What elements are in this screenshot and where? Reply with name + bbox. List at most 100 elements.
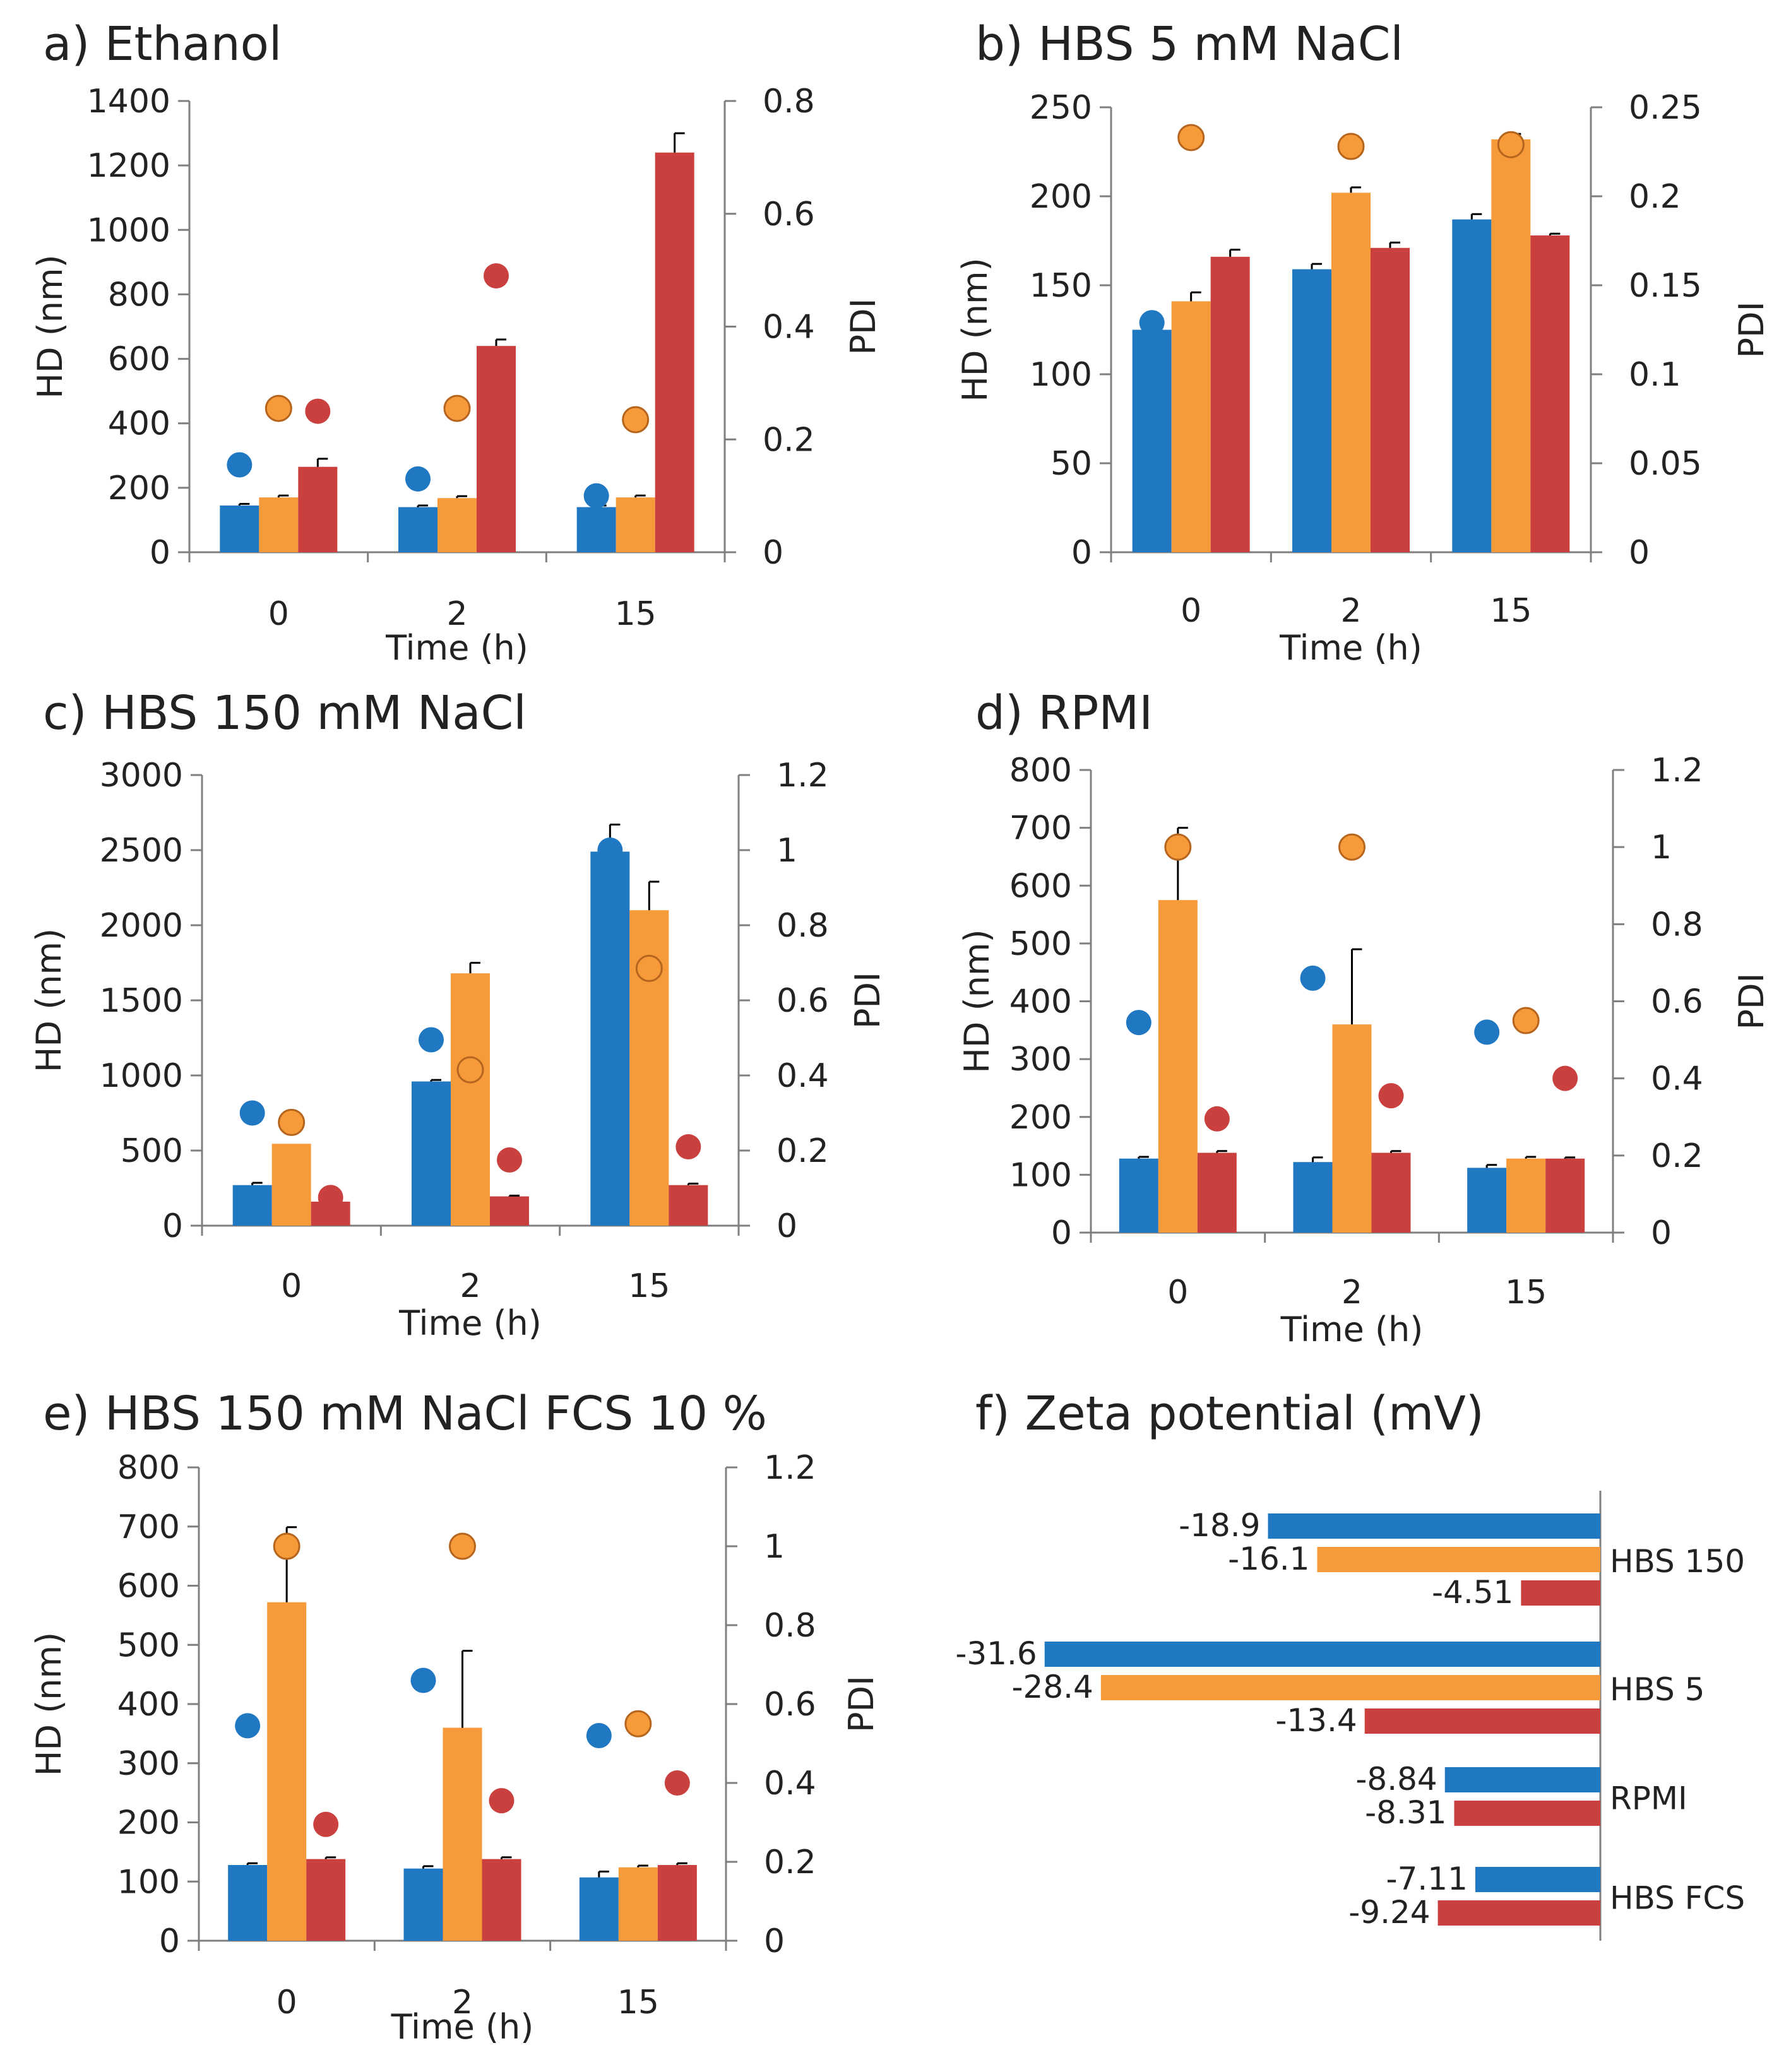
y2-axis-label: PDI xyxy=(843,298,883,355)
zeta-value-label: -18.9 xyxy=(1179,1507,1260,1544)
pdi-marker-blue-15 xyxy=(583,483,609,509)
y2-tick-label: 1 xyxy=(1651,829,1672,867)
pdi-marker-orange-0 xyxy=(278,1108,306,1136)
bar-red-15 xyxy=(655,152,694,552)
x-tick-label: 0 xyxy=(1181,592,1201,630)
y-tick-label: 1000 xyxy=(87,211,170,249)
y-tick-label: 250 xyxy=(1030,89,1092,127)
bar-blue-0 xyxy=(220,505,259,552)
y-tick-label: 0 xyxy=(1051,1214,1072,1252)
y2-tick-label: 0.6 xyxy=(1651,983,1703,1021)
y2-tick-label: 0 xyxy=(763,534,783,572)
pdi-marker-red-0 xyxy=(318,1185,343,1211)
pdi-marker-red-0 xyxy=(1204,1106,1230,1132)
zeta-value-label: -31.6 xyxy=(955,1635,1037,1672)
bar-blue-0 xyxy=(1132,329,1172,552)
y-tick-label: 600 xyxy=(117,1568,180,1606)
zeta-bar-hbs-5-orange xyxy=(1100,1675,1600,1700)
y-tick-label: 400 xyxy=(108,405,170,443)
x-tick-label: 2 xyxy=(446,595,467,633)
bar-orange-0 xyxy=(1158,900,1198,1233)
y-tick-label: 500 xyxy=(121,1132,183,1170)
pdi-marker-blue-2 xyxy=(419,1027,444,1053)
bar-red-0 xyxy=(1197,1152,1237,1233)
bar-orange-15 xyxy=(616,497,655,552)
pdi-marker-red-15 xyxy=(664,1770,690,1796)
y2-tick-label: 0 xyxy=(1629,534,1650,572)
x-tick-label: 2 xyxy=(1342,1274,1362,1311)
zeta-value-label: -8.31 xyxy=(1365,1794,1446,1831)
y-tick-label: 0 xyxy=(150,534,170,572)
bar-orange-0 xyxy=(271,1144,311,1226)
bar-blue-2 xyxy=(412,1081,451,1226)
x-axis-label: Time (h) xyxy=(385,628,528,668)
y2-tick-label: 1.2 xyxy=(1651,752,1703,790)
bar-red-2 xyxy=(490,1196,529,1226)
zeta-group-label: HBS 5 xyxy=(1610,1671,1705,1708)
zeta-bar-rpmi-blue xyxy=(1444,1767,1600,1792)
bar-red-2 xyxy=(1371,1152,1411,1233)
zeta-value-label: -4.51 xyxy=(1432,1574,1513,1611)
y-axis-label: HD (nm) xyxy=(29,928,69,1072)
pdi-marker-orange-0 xyxy=(273,1532,300,1560)
bar-red-2 xyxy=(1371,247,1410,552)
y-tick-label: 2000 xyxy=(100,907,183,945)
x-tick-label: 15 xyxy=(615,595,657,633)
y2-tick-label: 0 xyxy=(776,1207,797,1245)
y2-tick-label: 0.8 xyxy=(1651,906,1703,944)
y2-tick-label: 0.6 xyxy=(776,982,829,1020)
zeta-bar-hbs-fcs-red xyxy=(1437,1900,1600,1926)
pdi-marker-orange-15 xyxy=(622,406,650,434)
bar-orange-2 xyxy=(1331,192,1371,552)
zeta-value-label: -16.1 xyxy=(1228,1541,1309,1577)
x-tick-label: 2 xyxy=(1340,592,1361,630)
x-tick-label: 15 xyxy=(617,1984,659,2022)
y-tick-label: 0 xyxy=(159,1922,180,1960)
x-tick-label: 15 xyxy=(1505,1274,1547,1311)
pdi-marker-red-2 xyxy=(484,263,509,289)
bar-blue-2 xyxy=(398,507,437,552)
y2-tick-label: 1 xyxy=(764,1528,785,1566)
y2-tick-label: 0.8 xyxy=(776,907,829,945)
pdi-marker-red-2 xyxy=(1378,1083,1404,1109)
zeta-value-label: -28.4 xyxy=(1011,1669,1093,1705)
y2-tick-label: 0.2 xyxy=(1651,1137,1703,1175)
bar-red-0 xyxy=(306,1859,346,1941)
bar-blue-15 xyxy=(1452,219,1492,552)
y-tick-label: 100 xyxy=(1030,356,1092,394)
pdi-marker-blue-2 xyxy=(1300,965,1326,991)
y-tick-label: 600 xyxy=(1009,867,1072,905)
y-tick-label: 200 xyxy=(108,470,170,507)
pdi-marker-red-15 xyxy=(1537,411,1563,437)
x-tick-label: 0 xyxy=(268,595,289,633)
y2-tick-label: 0.05 xyxy=(1629,445,1702,483)
y2-tick-label: 1.2 xyxy=(776,757,829,795)
y-tick-label: 50 xyxy=(1050,445,1092,483)
chart-title: d) RPMI xyxy=(975,686,1153,740)
y2-tick-label: 0.4 xyxy=(764,1765,816,1803)
pdi-marker-orange-15 xyxy=(635,954,663,982)
bar-orange-0 xyxy=(259,497,299,552)
pdi-marker-red-15 xyxy=(675,1134,701,1160)
x-tick-label: 15 xyxy=(1490,592,1532,630)
bar-red-0 xyxy=(1210,256,1250,552)
bar-blue-2 xyxy=(403,1868,443,1941)
x-axis-label: Time (h) xyxy=(1280,1310,1424,1349)
pdi-marker-orange-0 xyxy=(265,394,292,422)
y-tick-label: 800 xyxy=(117,1449,180,1487)
bar-blue-2 xyxy=(1293,1162,1333,1233)
y-tick-label: 100 xyxy=(1009,1156,1072,1194)
x-tick-label: 2 xyxy=(452,1984,473,2022)
y-axis-label: HD (nm) xyxy=(30,254,70,398)
pdi-marker-red-2 xyxy=(497,1147,522,1173)
zeta-group-label: HBS 150 xyxy=(1610,1543,1745,1580)
x-tick-label: 0 xyxy=(281,1267,302,1305)
pdi-marker-blue-0 xyxy=(1126,1010,1151,1036)
pdi-marker-orange-15 xyxy=(624,1710,652,1738)
bar-blue-15 xyxy=(579,1877,619,1941)
y-tick-label: 0 xyxy=(162,1207,183,1245)
y2-tick-label: 0.8 xyxy=(763,83,815,121)
y-axis-label: HD (nm) xyxy=(29,1632,69,1776)
y-tick-label: 200 xyxy=(117,1804,180,1842)
pdi-marker-orange-15 xyxy=(1497,131,1525,158)
